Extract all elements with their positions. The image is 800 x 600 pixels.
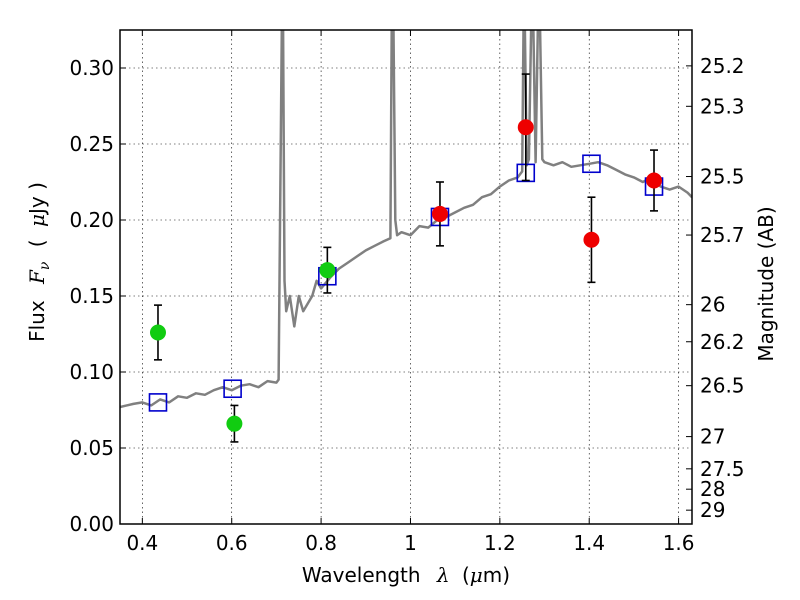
- y2-tick-label: 26.2: [700, 330, 745, 354]
- grid: [120, 30, 692, 525]
- square-point: [148, 393, 168, 412]
- y-tick-label: 0.00: [69, 512, 114, 536]
- y2-tick-label: 28: [700, 477, 725, 501]
- y2-tick-label: 25.5: [700, 165, 745, 189]
- x-axis-label: Wavelength λ (μm): [302, 563, 510, 587]
- circle-point: [646, 172, 663, 189]
- x-tick-label: 0.4: [126, 531, 158, 555]
- y2-tick-label: 29: [700, 498, 725, 522]
- model-spectrum: [120, 30, 692, 409]
- y2-axis-label: Magnitude (AB): [754, 206, 778, 361]
- x-tick-label: 0.8: [305, 531, 337, 555]
- y-tick-label: 0.15: [69, 284, 114, 308]
- circle-point: [431, 205, 448, 222]
- y-tick-label: 0.05: [69, 436, 114, 460]
- y2-tick-label: 25.3: [700, 94, 745, 118]
- y2-tick-label: 26: [700, 293, 725, 317]
- y2-tick-label: 25.2: [700, 54, 745, 78]
- x-tick-label: 1.6: [663, 531, 695, 555]
- circle-point: [583, 231, 600, 248]
- square-point: [223, 379, 242, 399]
- y2-tick-label: 27: [700, 425, 725, 449]
- circle-point: [226, 415, 243, 432]
- y-tick-label: 0.10: [69, 360, 114, 384]
- y2-tick-label: 25.7: [700, 223, 745, 247]
- square-point: [582, 154, 601, 174]
- y-axis-label: Flux Fν ( μJy ): [25, 182, 54, 342]
- x-tick-label: 0.6: [216, 531, 248, 555]
- y-tick-label: 0.30: [69, 56, 114, 80]
- axis-ticks: 0.4 0.6 0.8 1 1.2 1.4 1.6 0.00 0.05 0.10 0.15 0.20 0…: [69, 30, 745, 555]
- y2-tick-label: 26.5: [700, 374, 745, 398]
- circle-point: [149, 324, 166, 341]
- x-tick-label: 1: [404, 531, 417, 555]
- circle-point: [319, 262, 336, 279]
- y-tick-label: 0.20: [69, 208, 114, 232]
- x-tick-label: 1.2: [484, 531, 516, 555]
- y2-tick-label: 27.5: [700, 457, 745, 481]
- y-tick-label: 0.25: [69, 132, 114, 156]
- photometry-points: [148, 73, 664, 443]
- circle-point: [517, 119, 534, 136]
- spectrum-line: [120, 30, 692, 409]
- x-tick-label: 1.4: [573, 531, 605, 555]
- plot-frame: [119, 29, 693, 525]
